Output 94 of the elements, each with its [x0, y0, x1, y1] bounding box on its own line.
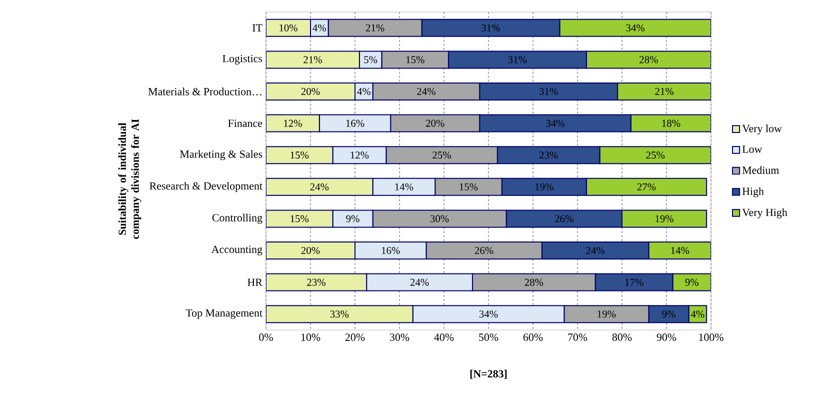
- data-label: 21%: [366, 24, 384, 32]
- data-label: 16%: [346, 120, 364, 127]
- legend-label: High: [742, 187, 764, 198]
- data-label: 28%: [640, 56, 658, 64]
- legend-label: Very High: [742, 208, 788, 218]
- data-label: 24%: [586, 246, 605, 254]
- y-tick-label: Finance: [228, 120, 262, 127]
- legend-label: Low: [742, 146, 762, 153]
- data-label: 19%: [598, 310, 616, 318]
- y-tick-label: Accounting: [211, 246, 262, 256]
- x-tick-label: 30%: [390, 334, 410, 341]
- data-label: 18%: [662, 120, 680, 127]
- data-label: 4%: [357, 88, 371, 96]
- bar: [266, 210, 334, 228]
- bar: [266, 50, 360, 69]
- x-tick-label: 80%: [612, 334, 632, 341]
- y-tick-label: HR: [248, 278, 262, 286]
- bar: [266, 242, 356, 260]
- legend-label: Very low: [742, 124, 782, 134]
- y-tick-label: Marketing & Sales: [180, 150, 262, 160]
- x-tick-label: 100%: [699, 334, 724, 341]
- data-label: 9%: [685, 278, 698, 286]
- data-label: 31%: [539, 88, 558, 96]
- data-label: 33%: [330, 310, 349, 318]
- data-label: 14%: [671, 246, 690, 254]
- data-label: 15%: [290, 152, 309, 159]
- y-tick-label: Research & Development: [150, 182, 262, 192]
- bar: [599, 146, 712, 164]
- y-tick-label: IT: [252, 24, 262, 32]
- y-tick-label: Logistics: [222, 54, 262, 64]
- data-label: 10%: [280, 24, 298, 32]
- bar: [266, 273, 368, 292]
- data-label: 34%: [479, 310, 498, 318]
- x-axis-title: [N=283]: [470, 370, 507, 379]
- x-tick-label: 60%: [523, 334, 543, 341]
- data-label: 12%: [350, 152, 369, 159]
- data-label: 15%: [406, 56, 424, 64]
- data-label: 26%: [474, 246, 494, 254]
- data-label: 9%: [662, 310, 676, 318]
- data-label: 9%: [346, 215, 360, 222]
- data-label: 20%: [301, 246, 320, 254]
- data-label: 21%: [304, 56, 322, 64]
- x-tick-label: 40%: [434, 334, 454, 341]
- data-label: 34%: [626, 24, 645, 32]
- x-tick-label: 0%: [259, 334, 273, 341]
- legend-label: Medium: [742, 166, 780, 174]
- data-label: 19%: [535, 183, 554, 190]
- data-label: 4%: [312, 24, 326, 32]
- data-label: 31%: [482, 24, 500, 32]
- data-label: 21%: [655, 88, 674, 96]
- data-label: 15%: [290, 215, 309, 222]
- bar: [266, 305, 414, 324]
- x-tick-label: 90%: [656, 334, 676, 341]
- data-label: 15%: [460, 183, 478, 190]
- data-label: 23%: [539, 152, 558, 159]
- data-label: 24%: [417, 88, 436, 96]
- data-label: 25%: [432, 152, 451, 159]
- data-label: 34%: [546, 120, 564, 127]
- bar: [586, 50, 712, 69]
- bar: [648, 242, 712, 260]
- bar: [586, 178, 708, 196]
- bar: [559, 18, 712, 37]
- x-tick-label: 70%: [568, 334, 588, 341]
- data-label: 30%: [430, 215, 449, 222]
- y-tick-label: Controlling: [212, 214, 262, 224]
- data-label: 24%: [410, 278, 429, 286]
- bar: [622, 210, 708, 228]
- data-label: 26%: [555, 215, 574, 222]
- x-tick-label: 10%: [301, 334, 320, 341]
- bar: [617, 82, 712, 100]
- data-label: 31%: [508, 56, 527, 64]
- data-label: 28%: [524, 278, 544, 286]
- bar: [630, 114, 712, 132]
- data-label: 25%: [646, 152, 665, 159]
- data-label: 17%: [625, 278, 644, 286]
- bar: [266, 178, 374, 196]
- data-label: 20%: [301, 88, 320, 96]
- y-tick-label: Materials & Production…: [148, 88, 262, 96]
- y-axis-title: Suitability of individual company divisions for AI: [118, 119, 142, 239]
- y-tick-label: Top Management: [186, 309, 262, 319]
- data-label: 14%: [395, 183, 414, 190]
- x-tick-label: 50%: [479, 334, 498, 341]
- data-label: 27%: [637, 183, 656, 190]
- x-tick-label: 20%: [345, 334, 365, 341]
- data-label: 4%: [690, 310, 704, 318]
- data-label: 24%: [310, 183, 329, 190]
- data-label: 23%: [307, 278, 326, 286]
- bar: [266, 82, 356, 100]
- data-label: 20%: [426, 120, 444, 127]
- data-label: 16%: [382, 246, 400, 254]
- data-label: 19%: [656, 215, 674, 222]
- data-label: 5%: [364, 56, 378, 64]
- bar: [266, 146, 334, 164]
- data-label: 12%: [284, 120, 302, 127]
